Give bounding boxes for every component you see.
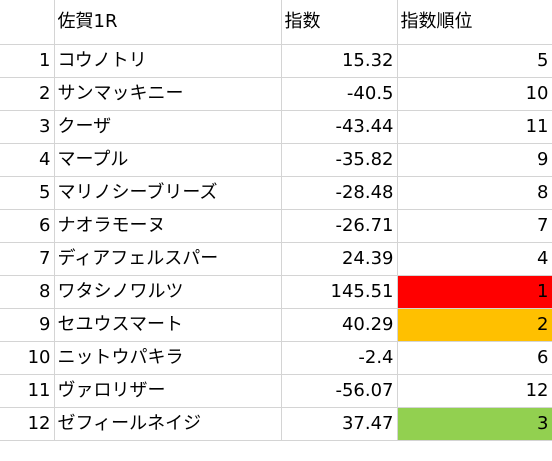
- header-cell-race[interactable]: 佐賀1R: [54, 0, 282, 45]
- cell-number[interactable]: 11: [0, 374, 55, 408]
- cell-rank[interactable]: 10: [397, 77, 552, 111]
- cell-number[interactable]: 8: [0, 275, 55, 309]
- table-row: 4 マープル -35.82 9: [0, 143, 552, 177]
- cell-rank[interactable]: 2: [397, 308, 552, 342]
- cell-horse-name[interactable]: ヴァロリザー: [54, 374, 282, 408]
- cell-index[interactable]: 37.47: [281, 407, 398, 441]
- table-row: 11 ヴァロリザー -56.07 12: [0, 374, 552, 408]
- cell-horse-name[interactable]: ニットウパキラ: [54, 341, 282, 375]
- cell-horse-name[interactable]: セユウスマート: [54, 308, 282, 342]
- cell-horse-name[interactable]: マープル: [54, 143, 282, 177]
- table-row: 6 ナオラモーヌ -26.71 7: [0, 209, 552, 243]
- cell-number[interactable]: 5: [0, 176, 55, 210]
- table-row: 5 マリノシーブリーズ -28.48 8: [0, 176, 552, 210]
- cell-horse-name[interactable]: ワタシノワルツ: [54, 275, 282, 309]
- table-row: 1 コウノトリ 15.32 5: [0, 44, 552, 78]
- cell-horse-name[interactable]: ゼフィールネイジ: [54, 407, 282, 441]
- cell-number[interactable]: 6: [0, 209, 55, 243]
- header-cell-a[interactable]: [0, 0, 55, 45]
- cell-rank[interactable]: 12: [397, 374, 552, 408]
- cell-rank[interactable]: 9: [397, 143, 552, 177]
- cell-index[interactable]: -43.44: [281, 110, 398, 144]
- cell-rank[interactable]: 1: [397, 275, 552, 309]
- cell-number[interactable]: 3: [0, 110, 55, 144]
- data-table: 佐賀1R 指数 指数順位 1 コウノトリ 15.32 5 2 サンマッキニー -…: [0, 0, 552, 441]
- cell-horse-name[interactable]: マリノシーブリーズ: [54, 176, 282, 210]
- cell-number[interactable]: 12: [0, 407, 55, 441]
- table-row: 12 ゼフィールネイジ 37.47 3: [0, 407, 552, 441]
- table-row: 7 ディアフェルスパー 24.39 4: [0, 242, 552, 276]
- cell-number[interactable]: 9: [0, 308, 55, 342]
- cell-rank[interactable]: 6: [397, 341, 552, 375]
- cell-horse-name[interactable]: ディアフェルスパー: [54, 242, 282, 276]
- cell-index[interactable]: 145.51: [281, 275, 398, 309]
- cell-index[interactable]: 15.32: [281, 44, 398, 78]
- cell-rank[interactable]: 11: [397, 110, 552, 144]
- cell-number[interactable]: 4: [0, 143, 55, 177]
- table-row: 2 サンマッキニー -40.5 10: [0, 77, 552, 111]
- cell-horse-name[interactable]: コウノトリ: [54, 44, 282, 78]
- cell-number[interactable]: 2: [0, 77, 55, 111]
- table-row: 3 クーザ -43.44 11: [0, 110, 552, 144]
- cell-index[interactable]: -28.48: [281, 176, 398, 210]
- cell-number[interactable]: 1: [0, 44, 55, 78]
- cell-index[interactable]: -35.82: [281, 143, 398, 177]
- cell-horse-name[interactable]: ナオラモーヌ: [54, 209, 282, 243]
- header-cell-index[interactable]: 指数: [281, 0, 398, 45]
- cell-index[interactable]: -40.5: [281, 77, 398, 111]
- cell-horse-name[interactable]: サンマッキニー: [54, 77, 282, 111]
- cell-index[interactable]: -56.07: [281, 374, 398, 408]
- cell-index[interactable]: -2.4: [281, 341, 398, 375]
- cell-horse-name[interactable]: クーザ: [54, 110, 282, 144]
- cell-index[interactable]: -26.71: [281, 209, 398, 243]
- cell-rank[interactable]: 3: [397, 407, 552, 441]
- cell-index[interactable]: 40.29: [281, 308, 398, 342]
- cell-index[interactable]: 24.39: [281, 242, 398, 276]
- table-row: 10 ニットウパキラ -2.4 6: [0, 341, 552, 375]
- cell-rank[interactable]: 8: [397, 176, 552, 210]
- cell-rank[interactable]: 7: [397, 209, 552, 243]
- header-row: 佐賀1R 指数 指数順位: [0, 0, 552, 45]
- header-cell-rank[interactable]: 指数順位: [397, 0, 552, 45]
- cell-number[interactable]: 10: [0, 341, 55, 375]
- cell-number[interactable]: 7: [0, 242, 55, 276]
- table-row: 9 セユウスマート 40.29 2: [0, 308, 552, 342]
- cell-rank[interactable]: 5: [397, 44, 552, 78]
- table-row: 8 ワタシノワルツ 145.51 1: [0, 275, 552, 309]
- cell-rank[interactable]: 4: [397, 242, 552, 276]
